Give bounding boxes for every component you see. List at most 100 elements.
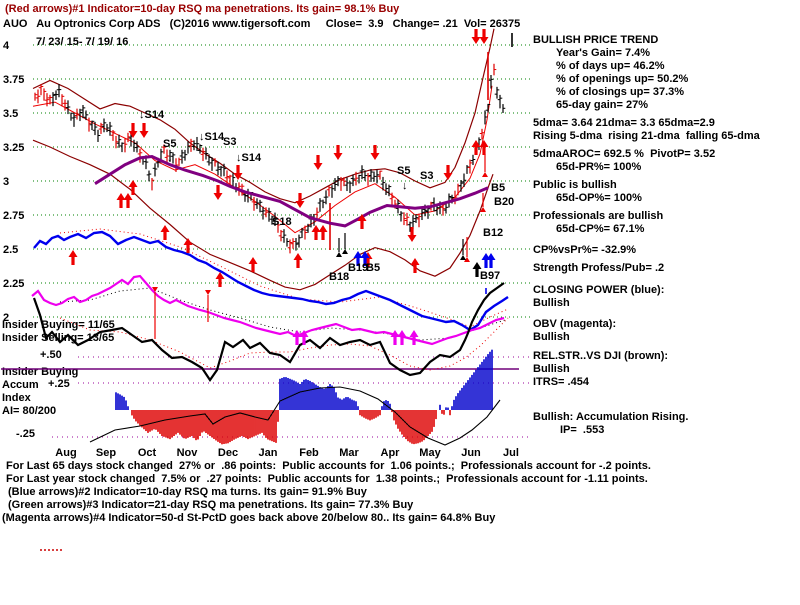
up-arrow-shaft: [356, 258, 360, 266]
month-axis-label: Jan: [259, 447, 278, 459]
down-arrow-head: [333, 153, 343, 160]
right-panel-line: 65d-PR%= 100%: [556, 161, 642, 173]
signal-label: B5: [491, 182, 505, 194]
right-panel-line: Bullish: [533, 363, 570, 375]
price-axis-label: 2.75: [3, 210, 24, 222]
footer-text: For Last 65 days stock changed 27% or .8…: [2, 460, 651, 524]
price-axis-label: 3: [3, 176, 9, 188]
up-arrow-shaft: [360, 221, 364, 229]
accum-label: Accum: [2, 379, 39, 391]
signal-label: B18: [329, 271, 349, 283]
right-panel-line: % of closings up= 37.3%: [556, 86, 684, 98]
month-axis-label: Dec: [218, 447, 238, 459]
up-arrow-shaft: [474, 147, 478, 155]
right-panel-line: CP%vsPr%= -32.9%: [533, 244, 636, 256]
up-arrow-shaft: [295, 337, 299, 345]
down-arrow-shaft: [236, 165, 240, 173]
right-panel-line: 65d-CP%= 67.1%: [556, 223, 645, 235]
down-arrow-shaft: [446, 165, 450, 173]
up-arrow-shaft: [482, 147, 486, 155]
right-panel-line: CLOSING POWER (blue):: [533, 284, 664, 296]
right-panel-line: Year's Gain= 7.4%: [556, 47, 650, 59]
thin-arrow-head: [480, 207, 486, 212]
right-panel-line: % of days up= 46.2%: [556, 60, 665, 72]
up-arrow-head: [409, 330, 419, 337]
signal-label: S3: [223, 136, 236, 148]
right-panel-line: Bullish: [533, 297, 570, 309]
up-arrow-shaft: [119, 200, 123, 208]
up-arrow-head: [357, 214, 367, 221]
right-panel-line: Rising 5-dma rising 21-dma falling 65-dm…: [533, 130, 761, 142]
month-axis-label: May: [419, 447, 441, 459]
right-panel-line: Bullish: Accumulation Rising.: [533, 411, 688, 423]
date-range: 7/ 23/ 15- 7/ 19/ 16: [36, 36, 128, 48]
right-panel-line: 5dma= 3.64 21dma= 3.3 65dma=2.9: [533, 117, 715, 129]
month-axis-label: Sep: [96, 447, 116, 459]
up-arrow-head: [471, 140, 481, 147]
up-arrow-head: [410, 258, 420, 265]
down-arrow-shaft: [474, 29, 478, 37]
up-arrow-head: [486, 253, 496, 260]
series-ma-65day: [94, 154, 489, 228]
up-arrow-shaft: [484, 260, 488, 268]
right-panel-line: REL.STR..VS DJI (brown):: [533, 350, 668, 362]
quote-line: AUO Au Optronics Corp ADS (C)2016 www.ti…: [3, 18, 520, 30]
down-arrow-head: [295, 201, 305, 208]
up-arrow-shaft: [296, 260, 300, 268]
month-axis-label: Jun: [461, 447, 481, 459]
price-bars: [34, 33, 513, 294]
down-arrow-head: [213, 193, 223, 200]
down-arrow-shaft: [298, 193, 302, 201]
down-arrow-shaft: [131, 123, 135, 131]
up-arrow-shaft: [400, 337, 404, 345]
signal-label: S5: [163, 138, 176, 150]
right-panel-line: Professionals are bullish: [533, 210, 663, 222]
up-arrow-shaft: [489, 260, 493, 268]
signal-arrows: [68, 29, 496, 345]
up-arrow-head: [299, 330, 309, 337]
up-arrow-head: [248, 257, 258, 264]
right-panel-line: BULLISH PRICE TREND: [533, 34, 658, 46]
month-axis-label: Jul: [503, 447, 519, 459]
footer-line: For Last 65 days stock changed 27% or .8…: [6, 460, 651, 472]
up-arrow-head: [479, 140, 489, 147]
down-arrow-shaft: [216, 185, 220, 193]
insider-buying-count: Insider Buying= 11/65: [2, 319, 115, 331]
up-arrow-head: [353, 251, 363, 258]
price-axis-label: 3.75: [3, 74, 24, 86]
series-rel-str-vs-dji: [32, 282, 505, 382]
thin-arrow-head: [342, 249, 348, 254]
down-arrow-head: [128, 131, 138, 138]
month-axis-label: Aug: [55, 447, 76, 459]
right-panel-line: 65-day gain= 27%: [556, 99, 648, 111]
down-arrow-shaft: [316, 155, 320, 163]
month-axis-label: Mar: [339, 447, 359, 459]
series-closing-power: [33, 230, 509, 332]
price-axis-label: 3.25: [3, 142, 24, 154]
down-arrow-head: [471, 37, 481, 44]
signal-label: S18: [272, 216, 292, 228]
down-arrow-head: [443, 173, 453, 180]
up-arrow-shaft: [218, 279, 222, 287]
up-arrow-shaft: [126, 200, 130, 208]
up-arrow-shaft: [475, 269, 479, 277]
month-axis-label: Nov: [177, 447, 199, 459]
signal-label: S3: [420, 170, 433, 182]
up-arrow-head: [292, 330, 302, 337]
down-arrow-head: [313, 163, 323, 170]
up-arrow-head: [311, 225, 321, 232]
down-arrow-head: [139, 131, 149, 138]
thin-arrow-head: [152, 287, 158, 292]
up-arrow-head: [116, 193, 126, 200]
right-panel-line: Public is bullish: [533, 179, 617, 191]
signal-label: ↓S14: [236, 152, 262, 164]
thin-arrow-head: [464, 257, 470, 262]
price-axis-label: 4: [3, 40, 10, 52]
up-arrow-shaft: [393, 337, 397, 345]
signal-labels: ↓S14S5↓↓S14S3↓S14S18S5↓S3B5B20B12B18B19B…: [139, 109, 514, 283]
series-obv: [31, 274, 505, 346]
right-panel-line: 65d-OP%= 100%: [556, 192, 642, 204]
right-panel-line: IP= .553: [560, 424, 604, 436]
up-arrow-shaft: [413, 265, 417, 273]
up-arrow-shaft: [366, 259, 370, 267]
